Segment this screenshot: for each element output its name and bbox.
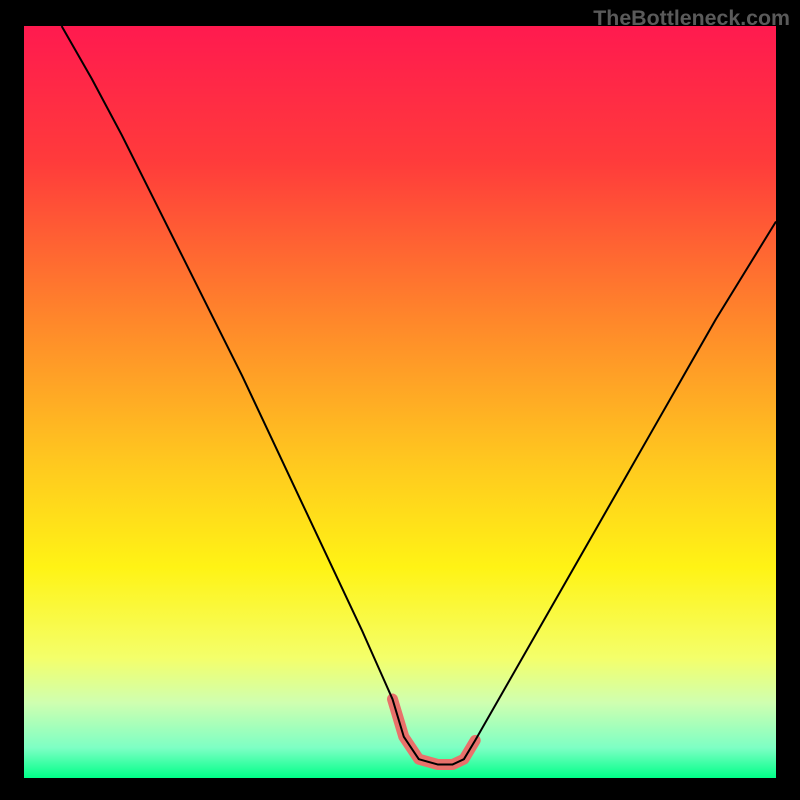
chart-container: TheBottleneck.com [0, 0, 800, 800]
bottleneck-chart [0, 0, 800, 800]
chart-plot-background [24, 26, 776, 778]
watermark-text: TheBottleneck.com [593, 6, 790, 31]
